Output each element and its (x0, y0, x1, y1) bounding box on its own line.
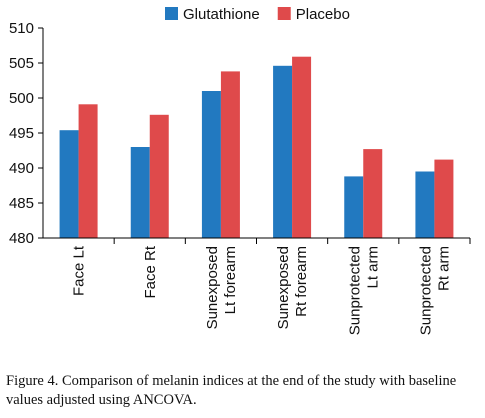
bar-glutathione (130, 147, 150, 238)
x-tick-label: Rt forearm (293, 246, 310, 317)
y-tick-label: 490 (9, 160, 34, 177)
bar-glutathione (273, 65, 293, 238)
x-tick-label: Rt arm (435, 246, 452, 291)
legend-label-glutathione: Glutathione (183, 6, 260, 23)
legend-label-placebo: Placebo (296, 6, 350, 23)
bar-placebo (78, 104, 98, 238)
x-tick-label: Face Rt (142, 245, 159, 298)
bar-placebo (292, 56, 312, 239)
x-tick-label: Face Lt (71, 245, 88, 296)
x-tick-label: Sunprotected (346, 246, 363, 335)
y-tick-label: 500 (9, 90, 34, 107)
y-tick-label: 480 (9, 230, 34, 247)
figure-caption: Figure 4. Comparison of melanin indices … (6, 373, 457, 408)
y-tick-label: 505 (9, 55, 34, 72)
bar-placebo (434, 159, 454, 238)
y-tick-label: 510 (9, 20, 34, 37)
x-tick-label: Lt forearm (222, 246, 239, 314)
bar-chart: Glutathione Placebo 480 485 490 495 500 505 510… (9, 6, 471, 335)
legend: Glutathione Placebo (165, 6, 350, 23)
bar-glutathione (59, 130, 79, 238)
bars (59, 56, 454, 239)
x-tick-label: Sunprotected (417, 246, 434, 335)
y-tick-label: 485 (9, 195, 34, 212)
bar-placebo (220, 71, 240, 239)
x-tick-label: Lt arm (364, 246, 381, 289)
legend-swatch-glutathione (165, 7, 178, 20)
axes: 480 485 490 495 500 505 510 Face Lt Face Rt Sunex… (9, 20, 471, 335)
bar-glutathione (415, 171, 435, 238)
bar-placebo (149, 114, 169, 238)
bar-glutathione (201, 91, 221, 238)
x-tick-label: Sunexposed (275, 246, 292, 329)
x-tick-label: Sunexposed (204, 246, 221, 329)
bar-glutathione (344, 176, 364, 238)
y-tick-label: 495 (9, 125, 34, 142)
bar-placebo (363, 149, 383, 238)
legend-swatch-placebo (277, 7, 291, 20)
